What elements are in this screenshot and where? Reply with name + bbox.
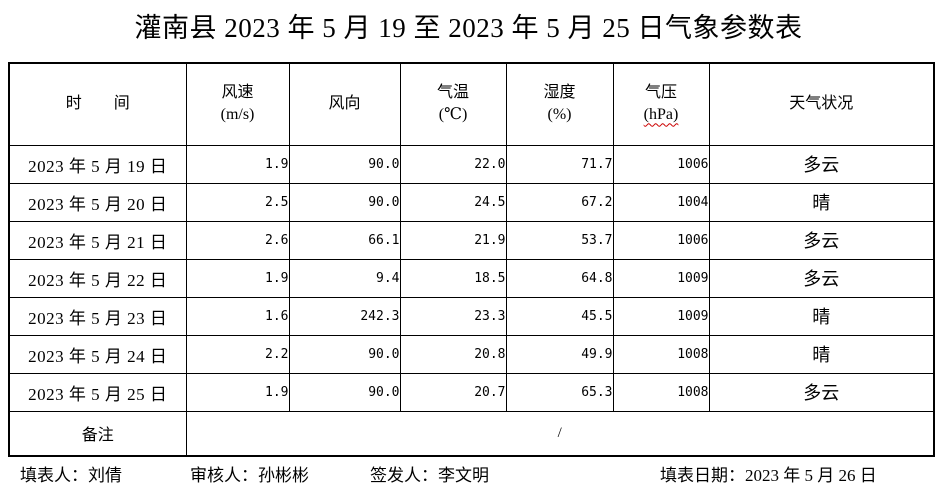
wind-dir-cell: 90.0 [288,144,401,184]
col-header-humidity: 湿度 (%) [505,62,614,146]
col-header-temperature-unit: (℃) [438,106,468,124]
col-header-temperature: 气温 (℃) [399,62,507,146]
humidity-cell: 67.2 [505,182,614,222]
footer-date: 填表日期：2023 年 5 月 26 日 [660,466,877,485]
date-cell: 2023 年 5 月 20 日 [8,182,187,222]
date-cell: 2023 年 5 月 19 日 [8,144,187,184]
remark-row: 备注 / [8,410,935,457]
wind-speed-cell: 2.6 [185,220,290,260]
date-cell: 2023 年 5 月 24 日 [8,334,187,374]
pressure-cell: 1004 [612,182,710,222]
temperature-cell: 18.5 [399,258,507,298]
pressure-cell: 1009 [612,296,710,336]
table-row: 2023 年 5 月 20 日 2.5 90.0 24.5 67.2 1004 … [8,182,935,222]
wind-dir-cell: 66.1 [288,220,401,260]
pressure-cell: 1008 [612,334,710,374]
col-header-wind-dir-label: 风向 [328,95,361,113]
table-row: 2023 年 5 月 23 日 1.6 242.3 23.3 45.5 1009… [8,296,935,336]
weather-cell: 多云 [708,220,935,260]
col-header-wind-dir: 风向 [288,62,401,146]
pressure-cell: 1008 [612,372,710,412]
humidity-cell: 49.9 [505,334,614,374]
wind-dir-cell: 242.3 [288,296,401,336]
wind-dir-cell: 90.0 [288,182,401,222]
wind-dir-cell: 90.0 [288,334,401,374]
footer-reviewer: 审核人：孙彬彬 [190,466,309,485]
remark-value: / [185,410,935,457]
col-header-humidity-unit: (%) [547,106,572,124]
col-header-wind-speed-unit: (m/s) [220,106,255,124]
table-header-row: 时 间 风速 (m/s) 风向 气温 (℃) 湿度 (%) [8,62,935,146]
temperature-cell: 22.0 [399,144,507,184]
wind-speed-cell: 1.9 [185,144,290,184]
pressure-cell: 1006 [612,220,710,260]
wind-speed-cell: 1.9 [185,258,290,298]
pressure-cell: 1006 [612,144,710,184]
humidity-cell: 71.7 [505,144,614,184]
col-header-weather-label: 天气状况 [789,95,854,113]
col-header-time: 时 间 [8,62,187,146]
table-row: 2023 年 5 月 24 日 2.2 90.0 20.8 49.9 1008 … [8,334,935,374]
signature-footer: 填表人：刘倩 审核人：孙彬彬 签发人：李文明 填表日期：2023 年 5 月 2… [0,461,937,491]
wind-speed-cell: 1.9 [185,372,290,412]
col-header-wind-speed: 风速 (m/s) [185,62,290,146]
remark-label: 备注 [8,410,187,457]
temperature-cell: 23.3 [399,296,507,336]
col-header-time-label: 时 间 [65,95,130,113]
col-header-pressure-label: 气压 [644,84,677,102]
date-cell: 2023 年 5 月 22 日 [8,258,187,298]
col-header-temperature-label: 气温 [436,84,469,102]
wind-dir-cell: 9.4 [288,258,401,298]
weather-cell: 多云 [708,258,935,298]
table-row: 2023 年 5 月 21 日 2.6 66.1 21.9 53.7 1006 … [8,220,935,260]
page-title: 灌南县 2023 年 5 月 19 至 2023 年 5 月 25 日气象参数表 [134,13,803,43]
footer-filler: 填表人：刘倩 [20,466,122,485]
col-header-weather: 天气状况 [708,62,935,146]
wind-speed-cell: 2.2 [185,334,290,374]
table-row: 2023 年 5 月 22 日 1.9 9.4 18.5 64.8 1009 多… [8,258,935,298]
wind-speed-cell: 2.5 [185,182,290,222]
temperature-cell: 20.8 [399,334,507,374]
date-cell: 2023 年 5 月 23 日 [8,296,187,336]
table-row: 2023 年 5 月 19 日 1.9 90.0 22.0 71.7 1006 … [8,144,935,184]
weather-cell: 晴 [708,296,935,336]
weather-cell: 晴 [708,182,935,222]
humidity-cell: 53.7 [505,220,614,260]
col-header-wind-speed-label: 风速 [221,84,254,102]
humidity-cell: 65.3 [505,372,614,412]
pressure-cell: 1009 [612,258,710,298]
col-header-pressure-unit: (hPa) [643,106,679,124]
humidity-cell: 45.5 [505,296,614,336]
temperature-cell: 20.7 [399,372,507,412]
date-cell: 2023 年 5 月 25 日 [8,372,187,412]
footer-issuer: 签发人：李文明 [370,466,489,485]
weather-cell: 多云 [708,372,935,412]
weather-table: 时 间 风速 (m/s) 风向 气温 (℃) 湿度 (%) [8,62,935,457]
humidity-cell: 64.8 [505,258,614,298]
wind-speed-cell: 1.6 [185,296,290,336]
weather-cell: 晴 [708,334,935,374]
col-header-pressure: 气压 (hPa) [612,62,710,146]
wind-dir-cell: 90.0 [288,372,401,412]
table-row: 2023 年 5 月 25 日 1.9 90.0 20.7 65.3 1008 … [8,372,935,412]
temperature-cell: 24.5 [399,182,507,222]
date-cell: 2023 年 5 月 21 日 [8,220,187,260]
col-header-humidity-label: 湿度 [543,84,576,102]
temperature-cell: 21.9 [399,220,507,260]
weather-cell: 多云 [708,144,935,184]
